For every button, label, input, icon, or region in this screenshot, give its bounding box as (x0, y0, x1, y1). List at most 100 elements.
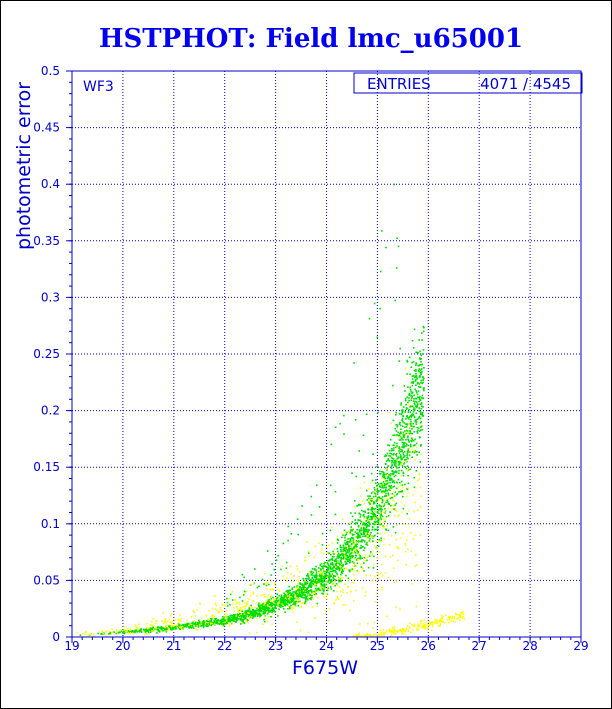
green-point (305, 587, 307, 590)
green-point (254, 568, 256, 570)
y-tick-label: 0.1 (41, 517, 60, 531)
green-point-series (79, 183, 425, 636)
green-point (342, 534, 344, 536)
green-point (351, 555, 353, 557)
green-point (250, 610, 253, 612)
green-point (401, 446, 403, 448)
green-point (333, 566, 335, 569)
yellow-point (85, 631, 87, 633)
green-point (230, 618, 233, 621)
green-point (358, 503, 360, 506)
yellow-point (321, 571, 323, 573)
green-point (401, 450, 403, 452)
green-point (404, 411, 406, 413)
green-point (391, 465, 393, 467)
green-point (372, 515, 374, 518)
green-point (252, 609, 255, 612)
yellow-point (214, 608, 217, 610)
yellow-point (272, 588, 274, 591)
green-point (377, 483, 379, 485)
green-point (419, 364, 421, 366)
green-point (399, 448, 401, 451)
green-point (277, 599, 280, 602)
green-point (252, 611, 254, 614)
green-point (354, 565, 356, 567)
yellow-point (387, 498, 389, 500)
yellow-point (462, 613, 465, 615)
green-point (357, 536, 360, 539)
yellow-point (399, 475, 402, 477)
green-point (390, 487, 393, 489)
yellow-point (84, 633, 86, 636)
green-point (379, 507, 382, 510)
yellow-point (320, 586, 322, 589)
green-point (411, 405, 413, 408)
yellow-point (326, 552, 328, 554)
green-point (369, 538, 371, 540)
yellow-point (369, 501, 371, 503)
green-point (364, 540, 366, 543)
yellow-point (89, 633, 92, 635)
green-point (278, 605, 281, 608)
y-tick-label: 0 (52, 630, 60, 644)
green-point (416, 351, 418, 354)
green-point (413, 398, 415, 400)
green-point (399, 424, 402, 427)
green-point (416, 401, 418, 404)
yellow-point (371, 498, 373, 501)
yellow-point (179, 614, 181, 616)
yellow-point (264, 602, 266, 604)
green-point (175, 625, 177, 627)
green-point (262, 613, 264, 615)
green-point (336, 560, 338, 563)
green-point (295, 590, 297, 593)
yellow-point (165, 626, 167, 628)
yellow-point (277, 598, 279, 601)
yellow-point (413, 450, 416, 452)
green-point (349, 539, 352, 542)
green-point (182, 625, 185, 627)
green-point (213, 621, 216, 623)
yellow-point (194, 627, 197, 630)
yellow-point (296, 565, 298, 567)
green-point (392, 419, 395, 422)
yellow-point (408, 404, 410, 407)
x-tick-label: 27 (472, 639, 487, 653)
yellow-point (412, 538, 415, 540)
green-point (320, 583, 323, 586)
yellow-point (413, 510, 415, 513)
green-point (347, 560, 350, 562)
green-point (332, 590, 335, 592)
yellow-point (369, 634, 372, 637)
yellow-point (418, 474, 421, 476)
green-point (349, 537, 351, 540)
yellow-point (367, 556, 369, 558)
green-point (321, 544, 324, 546)
green-point (121, 631, 124, 634)
green-point (266, 602, 269, 605)
yellow-point (405, 460, 407, 462)
yellow-point (209, 622, 212, 624)
green-point (343, 414, 345, 417)
green-point (380, 523, 382, 526)
green-point (275, 599, 277, 602)
green-point (144, 631, 147, 634)
yellow-point (232, 607, 235, 609)
green-point (292, 594, 295, 596)
green-point (416, 396, 419, 398)
green-point (297, 590, 300, 593)
yellow-point (339, 590, 342, 592)
yellow-point (256, 617, 258, 620)
yellow-point (300, 606, 302, 609)
yellow-point (429, 624, 431, 627)
green-point (253, 609, 255, 612)
yellow-point (311, 606, 314, 608)
green-point (295, 594, 298, 596)
green-point (414, 375, 417, 378)
green-point (339, 544, 342, 547)
green-point (288, 592, 290, 595)
green-point (411, 391, 414, 394)
green-point (243, 617, 246, 619)
green-point (415, 364, 417, 366)
yellow-point (400, 629, 403, 631)
